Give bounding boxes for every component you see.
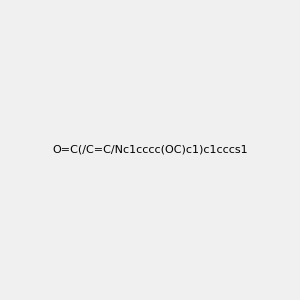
Text: O=C(/C=C/Nc1cccc(OC)c1)c1cccs1: O=C(/C=C/Nc1cccc(OC)c1)c1cccs1	[52, 145, 248, 155]
